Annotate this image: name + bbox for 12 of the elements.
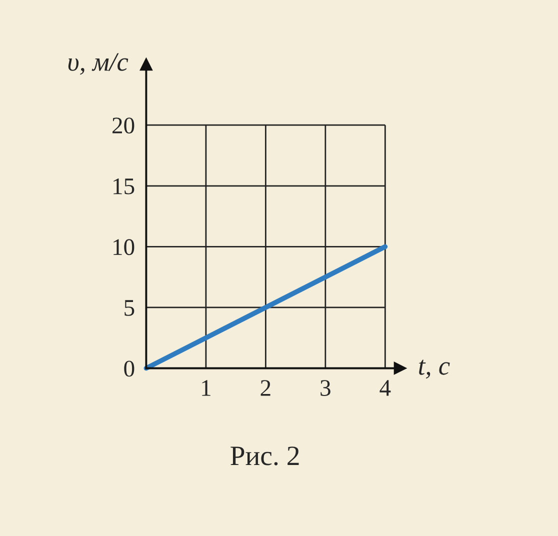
- y-tick-label: 5: [124, 300, 134, 316]
- y-tick-label: 10: [114, 239, 134, 256]
- x-tick-label: 3: [320, 380, 330, 396]
- x-tick-label: 4: [380, 380, 391, 396]
- y-tick-label: 15: [114, 178, 134, 194]
- x-axis-title: t, с: [419, 360, 450, 379]
- y-tick-label: 20: [112, 118, 134, 134]
- y-axis-title: υ, м/с: [68, 53, 128, 75]
- y-tick-label: 0: [124, 360, 134, 377]
- text: Рис. 2: [230, 446, 299, 466]
- x-tick-label: 2: [260, 380, 270, 396]
- x-tick-label: 1: [202, 380, 210, 396]
